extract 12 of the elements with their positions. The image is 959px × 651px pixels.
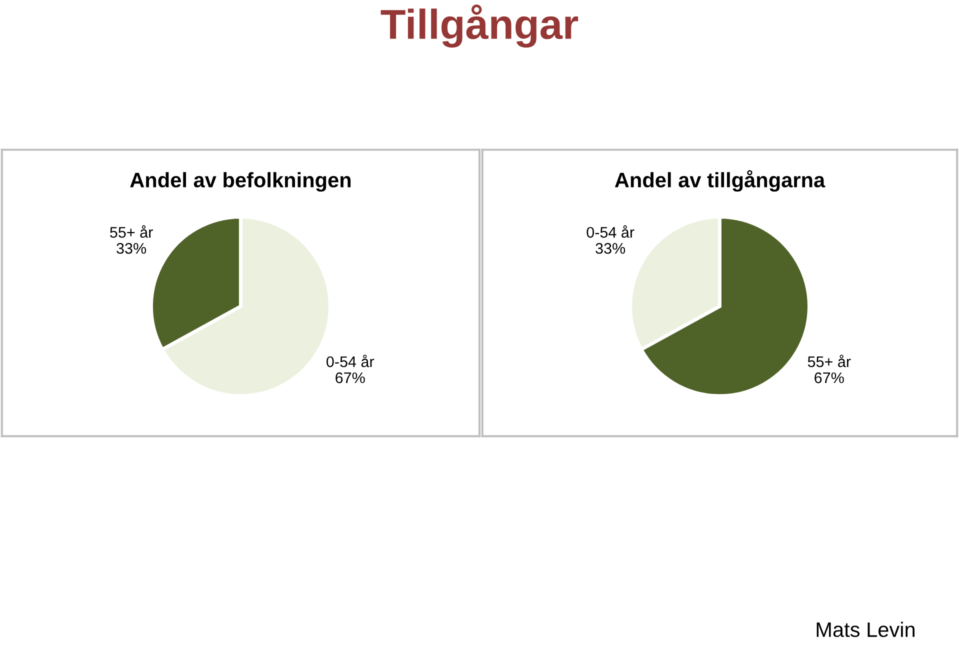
chart-title: Andel av befolkningen [130, 172, 351, 192]
slice-label: 55+ år [110, 225, 153, 238]
text: Mats Levin [816, 622, 914, 638]
slice-label: 55+ år [808, 354, 851, 368]
slice-label: 0-54 år [326, 354, 374, 368]
slice-label: 0-54 år [586, 225, 634, 238]
chart-title: Andel av tillgångarna [614, 170, 826, 192]
data-label: 67% [336, 372, 365, 384]
data-label: 33% [116, 242, 146, 254]
data-label: 67% [814, 372, 844, 384]
text: Tillgångar [380, 4, 578, 48]
data-label: 33% [596, 242, 626, 254]
